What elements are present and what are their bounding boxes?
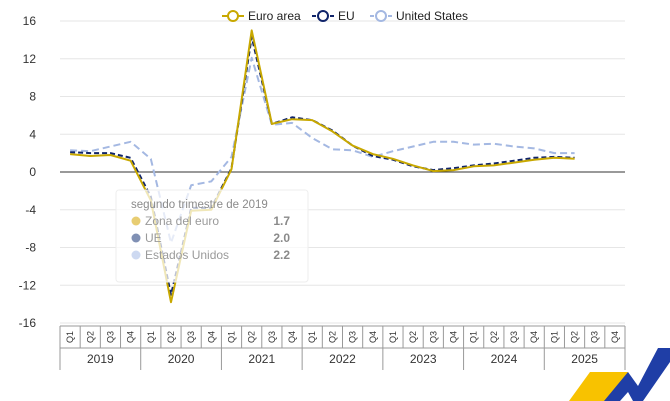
tooltip-row-label: Estados Unidos — [145, 248, 229, 262]
x-tick-quarter: Q3 — [267, 331, 277, 343]
x-tick-year: 2024 — [491, 352, 518, 366]
y-tick-label: 8 — [29, 90, 36, 104]
x-tick-year: 2020 — [168, 352, 195, 366]
x-tick-quarter: Q3 — [186, 331, 196, 343]
x-tick-quarter: Q1 — [146, 331, 156, 343]
x-tick-quarter: Q1 — [549, 331, 559, 343]
x-tick-quarter: Q2 — [570, 331, 580, 343]
y-tick-label: -12 — [19, 278, 37, 292]
x-tick-quarter: Q2 — [408, 331, 418, 343]
x-tick-year: 2019 — [87, 352, 114, 366]
y-tick-label: -8 — [25, 241, 36, 255]
x-tick-quarter: Q3 — [348, 331, 358, 343]
x-tick-quarter: Q4 — [610, 331, 620, 343]
x-tick-year: 2025 — [571, 352, 598, 366]
x-tick-year: 2022 — [329, 352, 356, 366]
x-tick-quarter: Q4 — [448, 331, 458, 343]
legend-label: EU — [338, 9, 355, 23]
legend-marker — [227, 10, 239, 22]
x-tick-quarter: Q2 — [85, 331, 95, 343]
logo-yellow-shape — [569, 372, 628, 401]
legend-item-0[interactable]: Euro area — [222, 9, 301, 23]
legend-marker — [317, 10, 329, 22]
series-line-2 — [70, 56, 575, 244]
x-tick-quarter: Q1 — [65, 331, 75, 343]
y-tick-label: 4 — [29, 127, 36, 141]
legend-item-2[interactable]: United States — [370, 9, 468, 23]
y-tick-label: 0 — [29, 165, 36, 179]
x-tick-quarter: Q4 — [287, 331, 297, 343]
legend-marker — [375, 10, 387, 22]
x-tick-quarter: Q2 — [247, 331, 257, 343]
x-tick-quarter: Q4 — [529, 331, 539, 343]
legend-item-1[interactable]: EU — [312, 9, 355, 23]
tooltip-swatch — [131, 250, 141, 260]
y-tick-label: -4 — [25, 203, 36, 217]
tooltip: segundo trimestre de 2019 Zona del euro 1.… — [115, 189, 309, 283]
x-axis: Q1 Q2 Q3 Q4 Q1 Q2 Q3 Q4 Q1 Q2 Q3 Q4 Q1 Q2 Q3 Q4 Q1 Q2 Q3 Q4… — [59, 325, 626, 370]
x-tick-quarter: Q4 — [126, 331, 136, 343]
tooltip-row-value: 2.2 — [273, 248, 290, 262]
x-tick-quarter: Q2 — [166, 331, 176, 343]
y-tick-label: 16 — [23, 14, 37, 28]
tooltip-swatch — [131, 216, 141, 226]
x-tick-quarter: Q1 — [307, 331, 317, 343]
legend[interactable]: Euro area EU United States — [222, 9, 468, 23]
y-axis: 16 12 8 4 0 -4 -8 -12 -16 — [19, 14, 37, 330]
x-tick-quarter: Q3 — [509, 331, 519, 343]
legend-label: United States — [396, 9, 468, 23]
ecb-logo — [569, 348, 670, 401]
logo-blue-shape — [604, 348, 670, 401]
x-tick-quarter: Q3 — [590, 331, 600, 343]
tooltip-row-label: Zona del euro — [145, 214, 219, 228]
x-tick-quarter: Q3 — [105, 331, 115, 343]
tooltip-title: segundo trimestre de 2019 — [131, 199, 268, 211]
x-tick-year: 2023 — [410, 352, 437, 366]
x-tick-quarter: Q1 — [388, 331, 398, 343]
tooltip-swatch — [131, 233, 141, 243]
tooltip-row-value: 1.7 — [273, 214, 290, 228]
tooltip-row-value: 2.0 — [273, 231, 290, 245]
y-tick-label: 12 — [23, 52, 37, 66]
x-tick-quarter: Q4 — [368, 331, 378, 343]
x-tick-quarter: Q2 — [327, 331, 337, 343]
x-tick-quarter: Q1 — [227, 331, 237, 343]
tooltip-box — [115, 189, 309, 283]
x-tick-quarter: Q4 — [206, 331, 216, 343]
x-tick-year: 2021 — [248, 352, 275, 366]
x-tick-quarter: Q2 — [489, 331, 499, 343]
x-tick-quarter: Q3 — [428, 331, 438, 343]
legend-label: Euro area — [248, 9, 301, 23]
tooltip-row-label: UE — [145, 231, 162, 245]
x-tick-quarter: Q1 — [469, 331, 479, 343]
y-tick-label: -16 — [19, 316, 37, 330]
